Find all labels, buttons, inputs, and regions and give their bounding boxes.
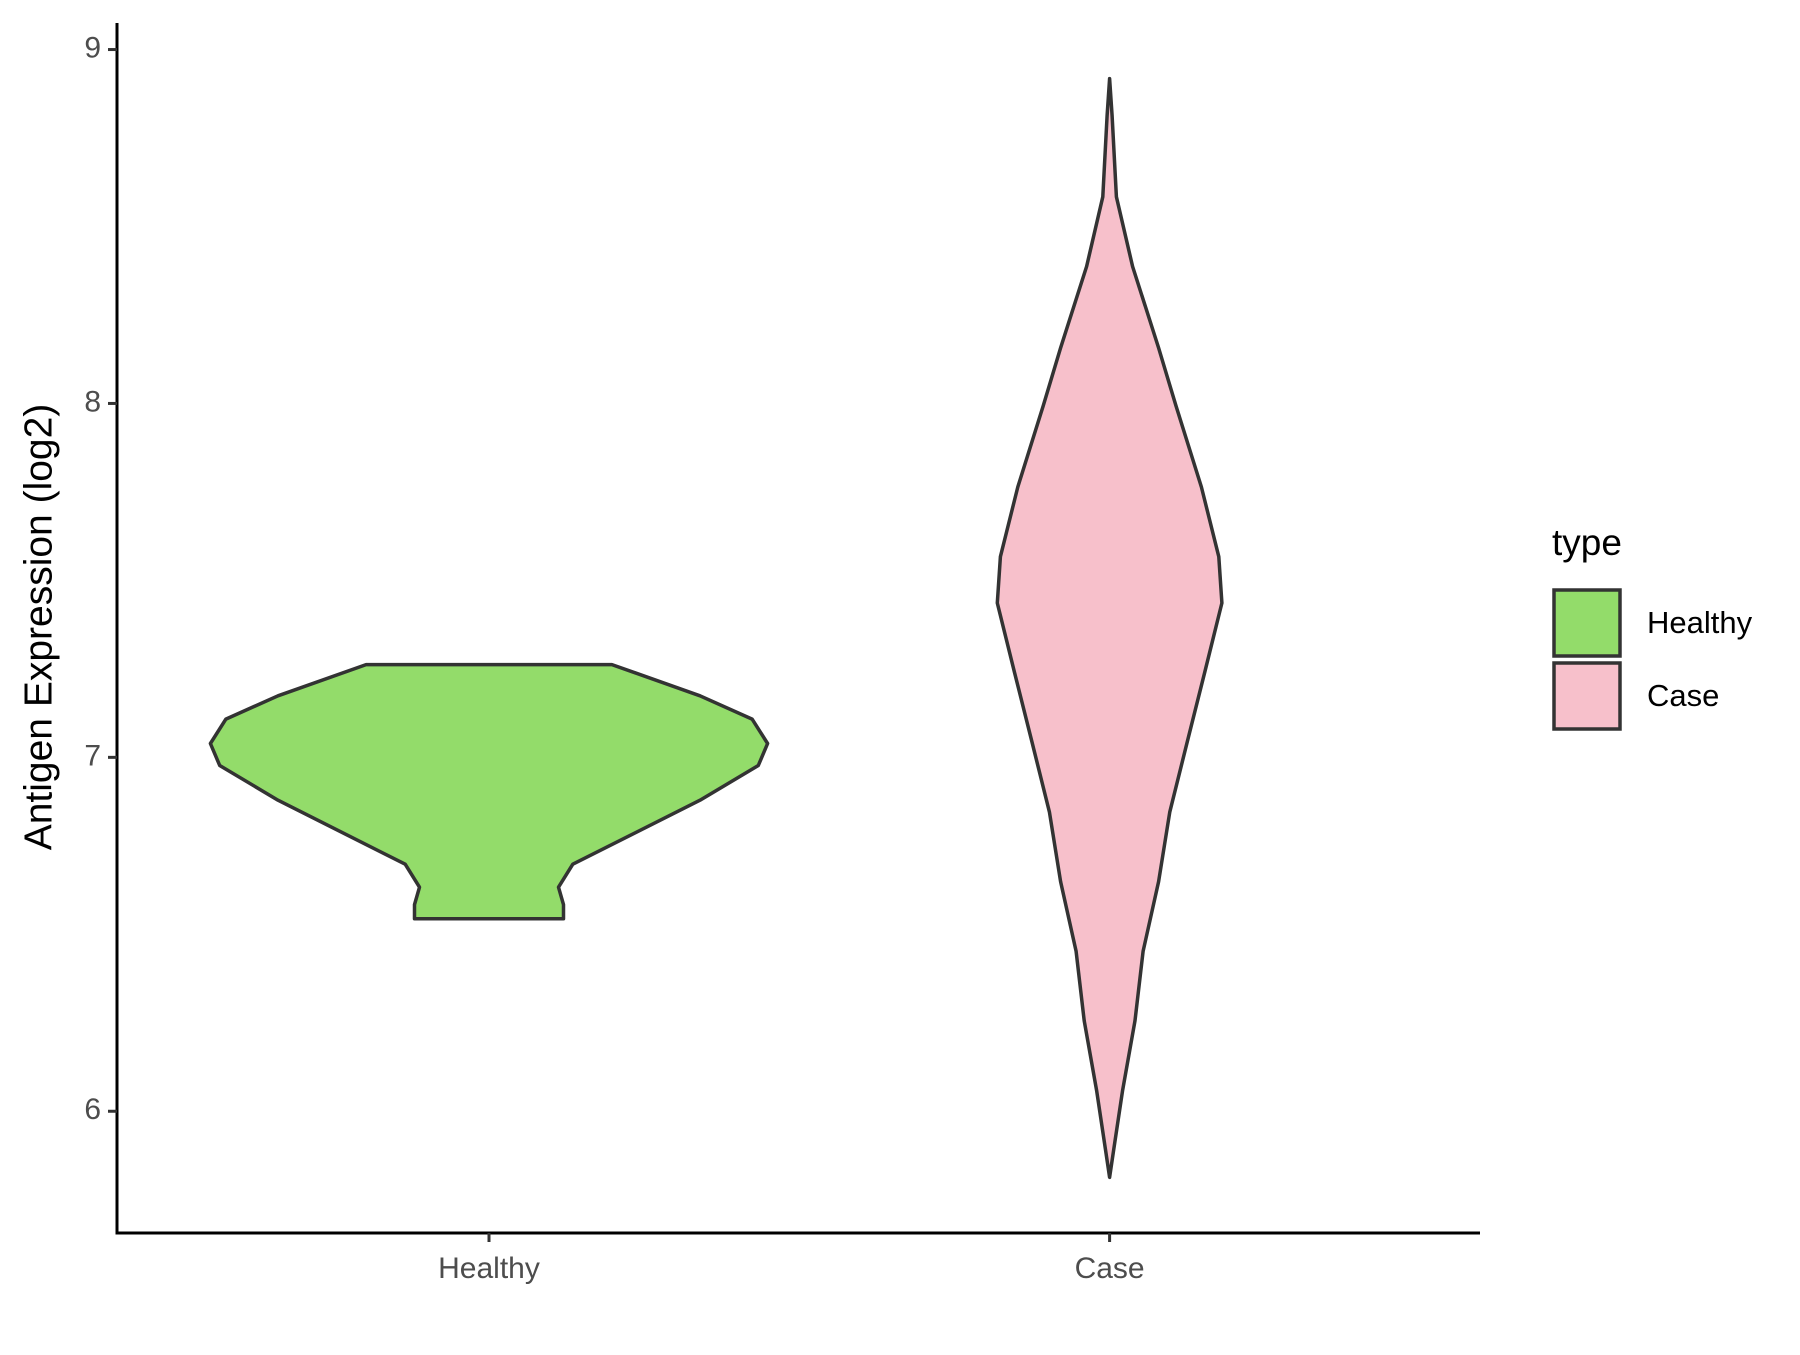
x-tick-label: Healthy — [438, 1252, 540, 1285]
y-tick-label: 6 — [84, 1093, 101, 1126]
y-tick-label: 9 — [84, 31, 101, 64]
y-tick-label: 7 — [84, 739, 101, 772]
legend-label: Healthy — [1647, 605, 1753, 640]
legend-key — [1552, 588, 1622, 658]
violin — [208, 662, 770, 921]
legend-key — [1552, 661, 1622, 731]
violin — [995, 76, 1224, 1180]
x-tick-label: Case — [1075, 1252, 1145, 1285]
y-tick-label: 8 — [84, 385, 101, 418]
legend-title: type — [1552, 522, 1622, 563]
y-axis-title: Antigen Expression (log2) — [17, 404, 60, 851]
legend-label: Case — [1647, 678, 1719, 713]
